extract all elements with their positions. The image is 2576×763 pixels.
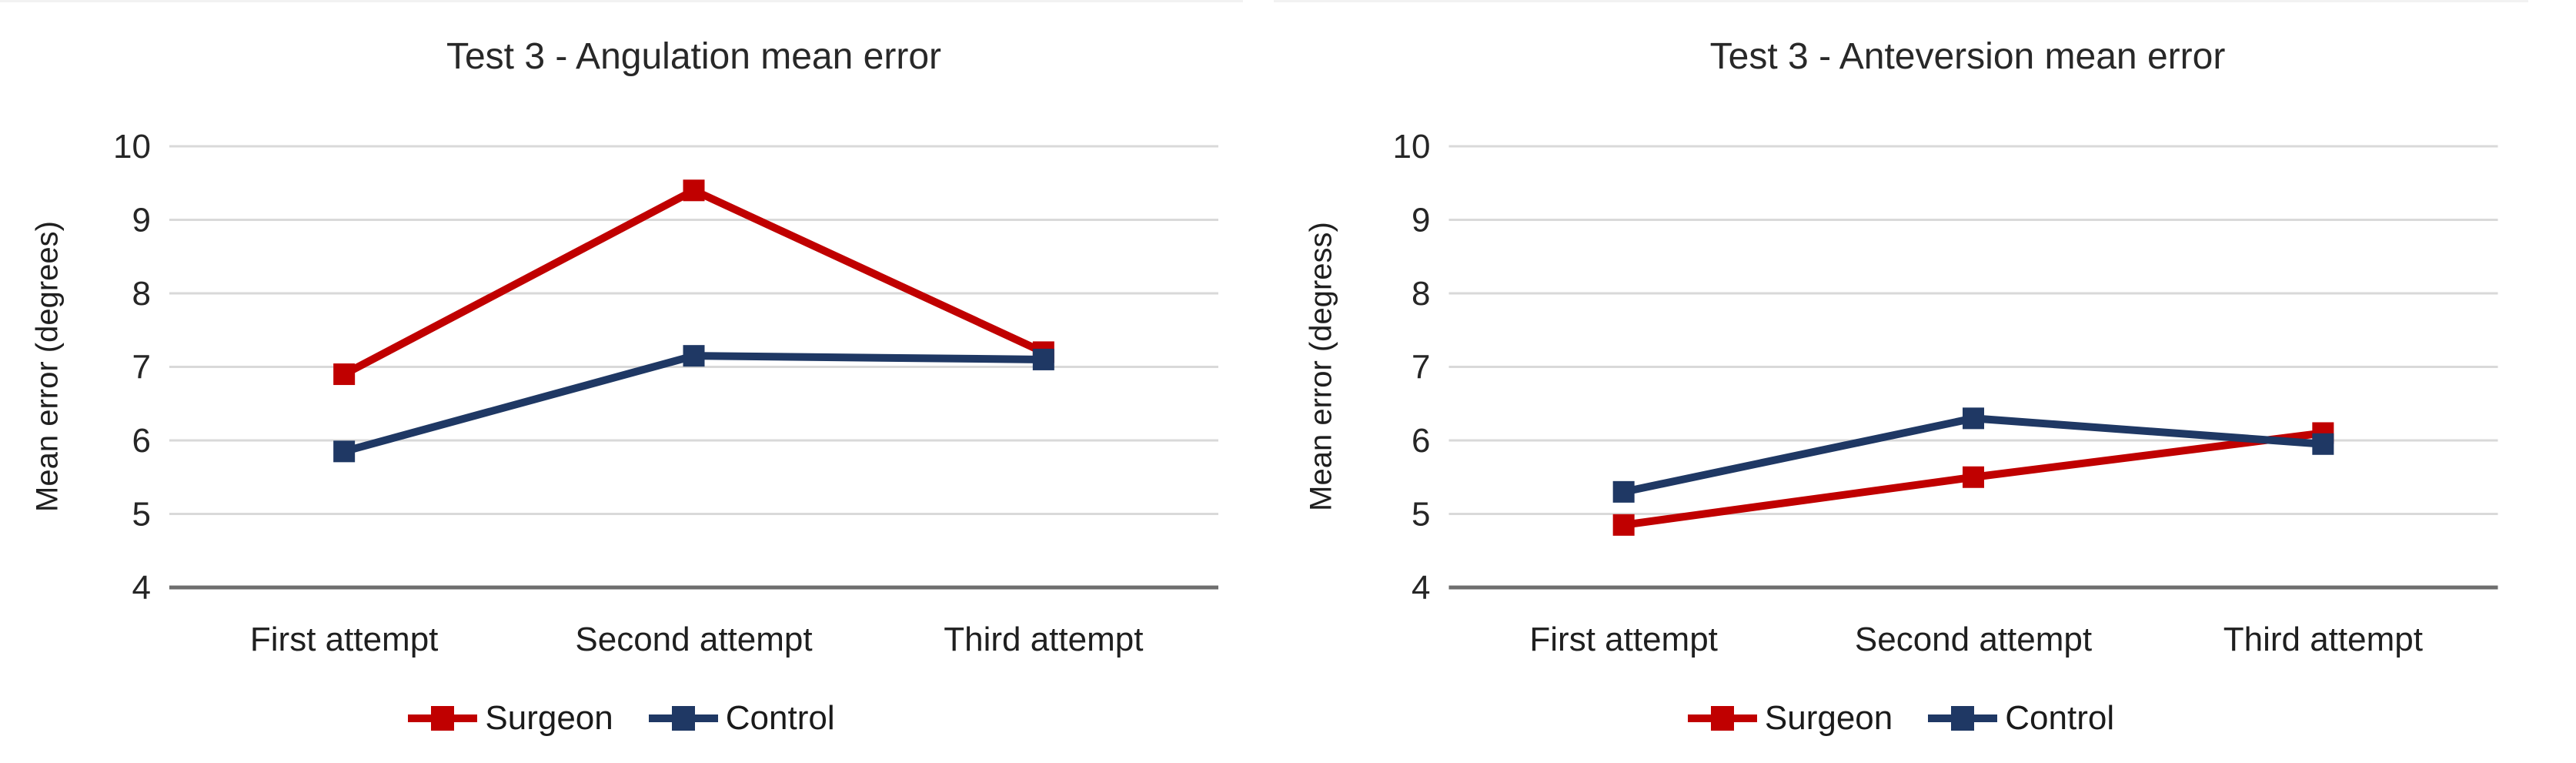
x-category-label: First attempt <box>250 621 439 658</box>
legend-item-control: Control <box>648 699 835 738</box>
plot-area: 4 5 6 7 8 9 10 First attempt Second attempt Third… <box>113 128 1218 658</box>
data-point-control <box>1032 348 1054 370</box>
legend-label-surgeon: Surgeon <box>1764 699 1893 737</box>
data-point-control <box>683 345 705 367</box>
x-category-label: Third attempt <box>2224 621 2423 658</box>
y-tick-label: 6 <box>1412 422 1430 460</box>
line-marker-icon <box>1928 705 1998 731</box>
data-point-control <box>1963 407 1984 430</box>
legend-item-control: Control <box>1928 699 2114 738</box>
y-tick-label: 5 <box>132 496 151 534</box>
y-tick-label: 9 <box>132 202 151 239</box>
data-point-surgeon <box>1612 514 1635 536</box>
chart-title: Test 3 - Anteversion mean error <box>1709 36 2226 77</box>
x-category-label: Second attempt <box>1855 621 2092 658</box>
legend-label-surgeon: Surgeon <box>485 699 613 737</box>
y-tick-label: 4 <box>1412 569 1430 607</box>
line-marker-icon <box>1687 705 1757 731</box>
y-tick-label: 10 <box>1393 128 1431 166</box>
plot-area: 4 5 6 7 8 9 10 First attempt Second attempt Third… <box>1393 128 2498 658</box>
data-point-control <box>333 440 356 463</box>
legend-item-surgeon: Surgeon <box>1687 699 1893 738</box>
legend: Surgeon Control <box>1274 694 2528 743</box>
y-tick-label: 9 <box>1412 202 1430 239</box>
y-tick-label: 8 <box>132 275 151 313</box>
y-tick-label: 8 <box>1412 275 1430 313</box>
legend: Surgeon Control <box>0 694 1243 743</box>
data-point-surgeon <box>1963 466 1984 488</box>
y-tick-label: 7 <box>132 349 151 387</box>
y-tick-label: 6 <box>132 422 151 460</box>
series-line-control <box>342 352 1044 456</box>
x-category-label: Third attempt <box>944 621 1143 658</box>
data-point-control <box>2312 433 2334 455</box>
y-tick-label: 4 <box>132 569 151 607</box>
chart-panel-anteversion: Test 3 - Anteversion mean error Mean err… <box>1274 0 2528 763</box>
x-category-label: First attempt <box>1529 621 1718 658</box>
legend-item-surgeon: Surgeon <box>408 699 613 738</box>
data-point-surgeon <box>683 179 705 202</box>
data-point-surgeon <box>333 363 356 386</box>
y-tick-label: 7 <box>1412 349 1430 387</box>
chart-panel-angulation: Test 3 - Angulation mean error Mean erro… <box>0 0 1243 763</box>
line-marker-icon <box>408 705 478 731</box>
legend-label-control: Control <box>725 699 835 737</box>
y-tick-label: 5 <box>1412 496 1430 534</box>
y-tick-label: 10 <box>113 128 151 166</box>
data-point-control <box>1612 480 1635 503</box>
chart-title: Test 3 - Angulation mean error <box>446 36 941 77</box>
x-category-label: Second attempt <box>575 621 812 658</box>
line-marker-icon <box>648 705 718 731</box>
legend-label-control: Control <box>2005 699 2115 737</box>
